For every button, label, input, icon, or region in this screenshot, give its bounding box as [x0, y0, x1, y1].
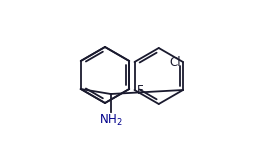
Text: Cl: Cl — [169, 56, 181, 69]
Text: F: F — [137, 84, 143, 97]
Text: NH$_2$: NH$_2$ — [99, 113, 123, 128]
